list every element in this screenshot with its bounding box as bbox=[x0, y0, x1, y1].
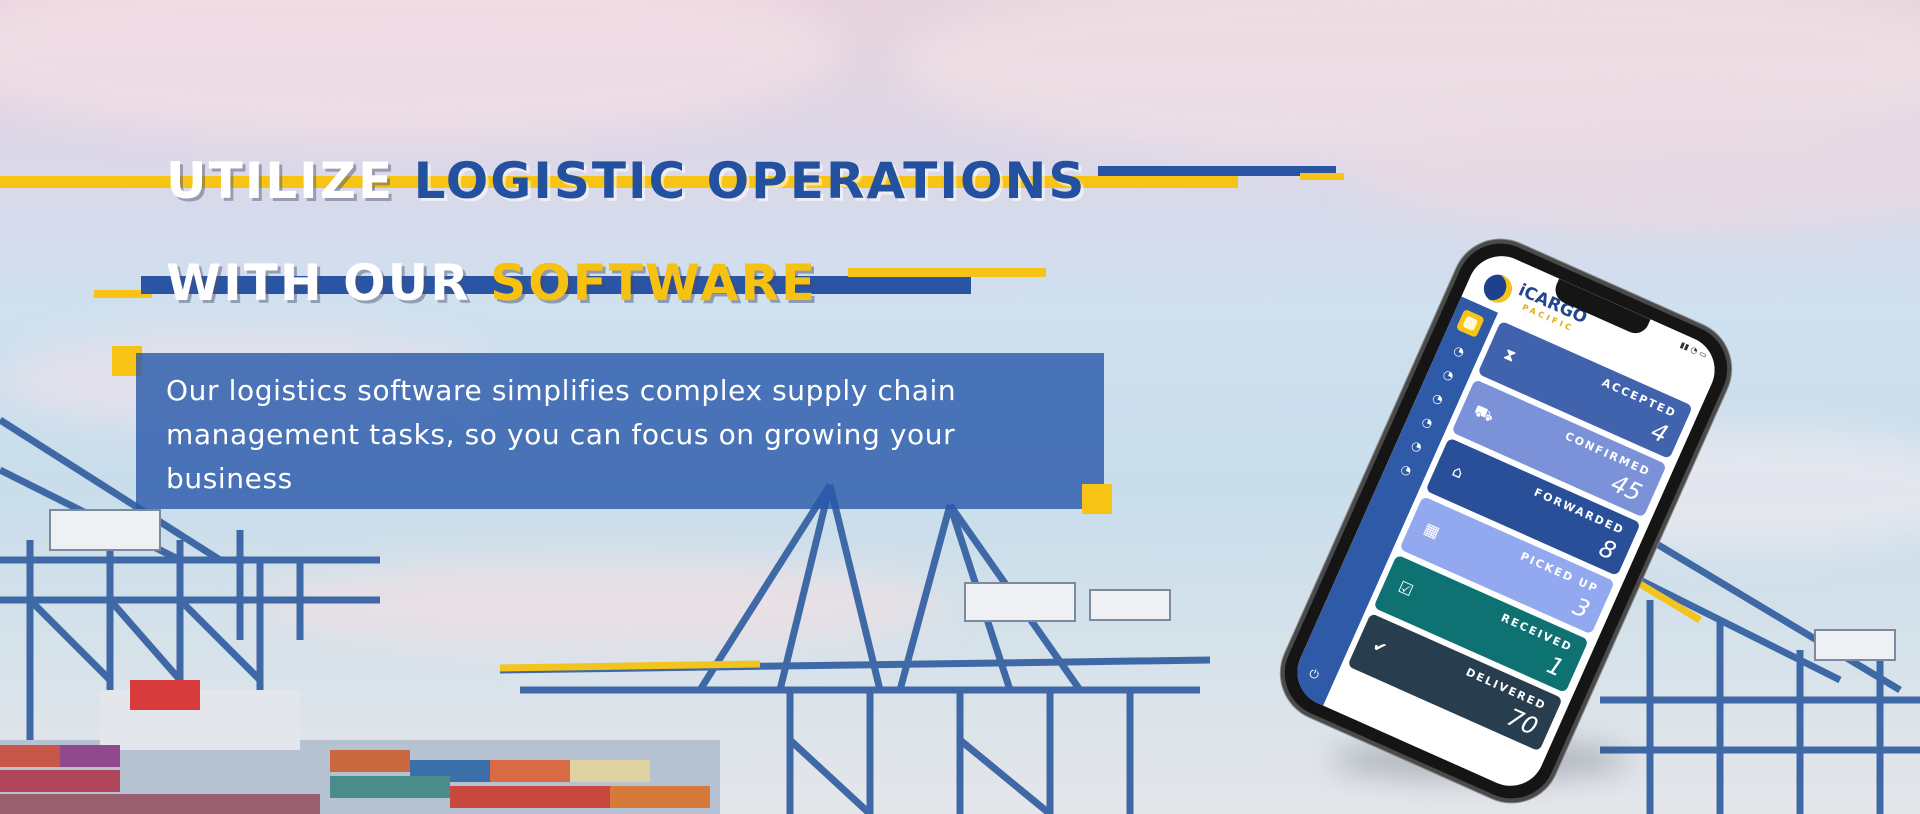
headline-white-text: WITH OUR bbox=[166, 254, 471, 312]
headline-blue-text: LOGISTIC OPERATIONS bbox=[413, 152, 1087, 210]
gauge-icon[interactable]: ◔ bbox=[1430, 390, 1446, 408]
phone-mockup: iCARGO PACIFIC ▮▮ ◔ ▭ ◔ ◔ ◔ ◔ ◔ ◔ ⏻ ⧗ AC… bbox=[1250, 222, 1742, 813]
headline-stripe-yellow bbox=[0, 176, 1238, 188]
gauge-icon[interactable]: ◔ bbox=[1451, 342, 1467, 360]
forklift-icon: ⛟ bbox=[1470, 400, 1498, 427]
gauge-icon[interactable]: ◔ bbox=[1409, 437, 1425, 455]
description-text: Our logistics software simplifies comple… bbox=[166, 374, 957, 495]
warehouse-icon: ⌂ bbox=[1449, 460, 1467, 483]
headline-line-2: WITH OUR SOFTWARE bbox=[166, 258, 817, 308]
status-bar-icons: ▮▮ ◔ ▭ bbox=[1678, 340, 1709, 360]
status-card-value: 8 bbox=[1594, 533, 1621, 566]
headline-stripe-accent bbox=[1300, 173, 1344, 180]
corner-square-bottom-right bbox=[1082, 484, 1112, 514]
description-box: Our logistics software simplifies comple… bbox=[136, 353, 1104, 509]
headline-stripe-blue bbox=[141, 276, 971, 294]
user-check-icon: ✔ bbox=[1369, 635, 1390, 659]
hourglass-icon: ⧗ bbox=[1500, 343, 1519, 366]
dashboard-icon[interactable] bbox=[1455, 308, 1485, 338]
boxes-icon: ▦ bbox=[1421, 518, 1443, 542]
logout-icon[interactable]: ⏻ bbox=[1306, 665, 1322, 683]
cloud bbox=[1350, 110, 1920, 230]
globe-logo-icon bbox=[1479, 270, 1517, 308]
phone-screen: iCARGO PACIFIC ▮▮ ◔ ▭ ◔ ◔ ◔ ◔ ◔ ◔ ⏻ ⧗ AC… bbox=[1286, 245, 1726, 797]
gauge-icon[interactable]: ◔ bbox=[1440, 366, 1457, 384]
status-card-value: 3 bbox=[1568, 592, 1595, 625]
status-card-value: 4 bbox=[1646, 416, 1673, 449]
headline-yellow-text: SOFTWARE bbox=[490, 254, 818, 312]
check-square-icon: ☑ bbox=[1395, 577, 1417, 601]
gauge-icon[interactable]: ◔ bbox=[1398, 461, 1414, 479]
headline-stripe-accent bbox=[94, 290, 152, 298]
gauge-icon[interactable]: ◔ bbox=[1419, 413, 1435, 431]
headline-stripe-yellow bbox=[848, 268, 1046, 277]
headline-white-text: UTILIZE bbox=[166, 152, 395, 210]
phone-frame: iCARGO PACIFIC ▮▮ ◔ ▭ ◔ ◔ ◔ ◔ ◔ ◔ ⏻ ⧗ AC… bbox=[1270, 229, 1742, 813]
headline-stripe-blue bbox=[1098, 166, 1336, 176]
headline-line-1: UTILIZE LOGISTIC OPERATIONS bbox=[166, 156, 1086, 206]
status-card-value: 1 bbox=[1542, 650, 1569, 683]
cloud bbox=[250, 560, 950, 650]
